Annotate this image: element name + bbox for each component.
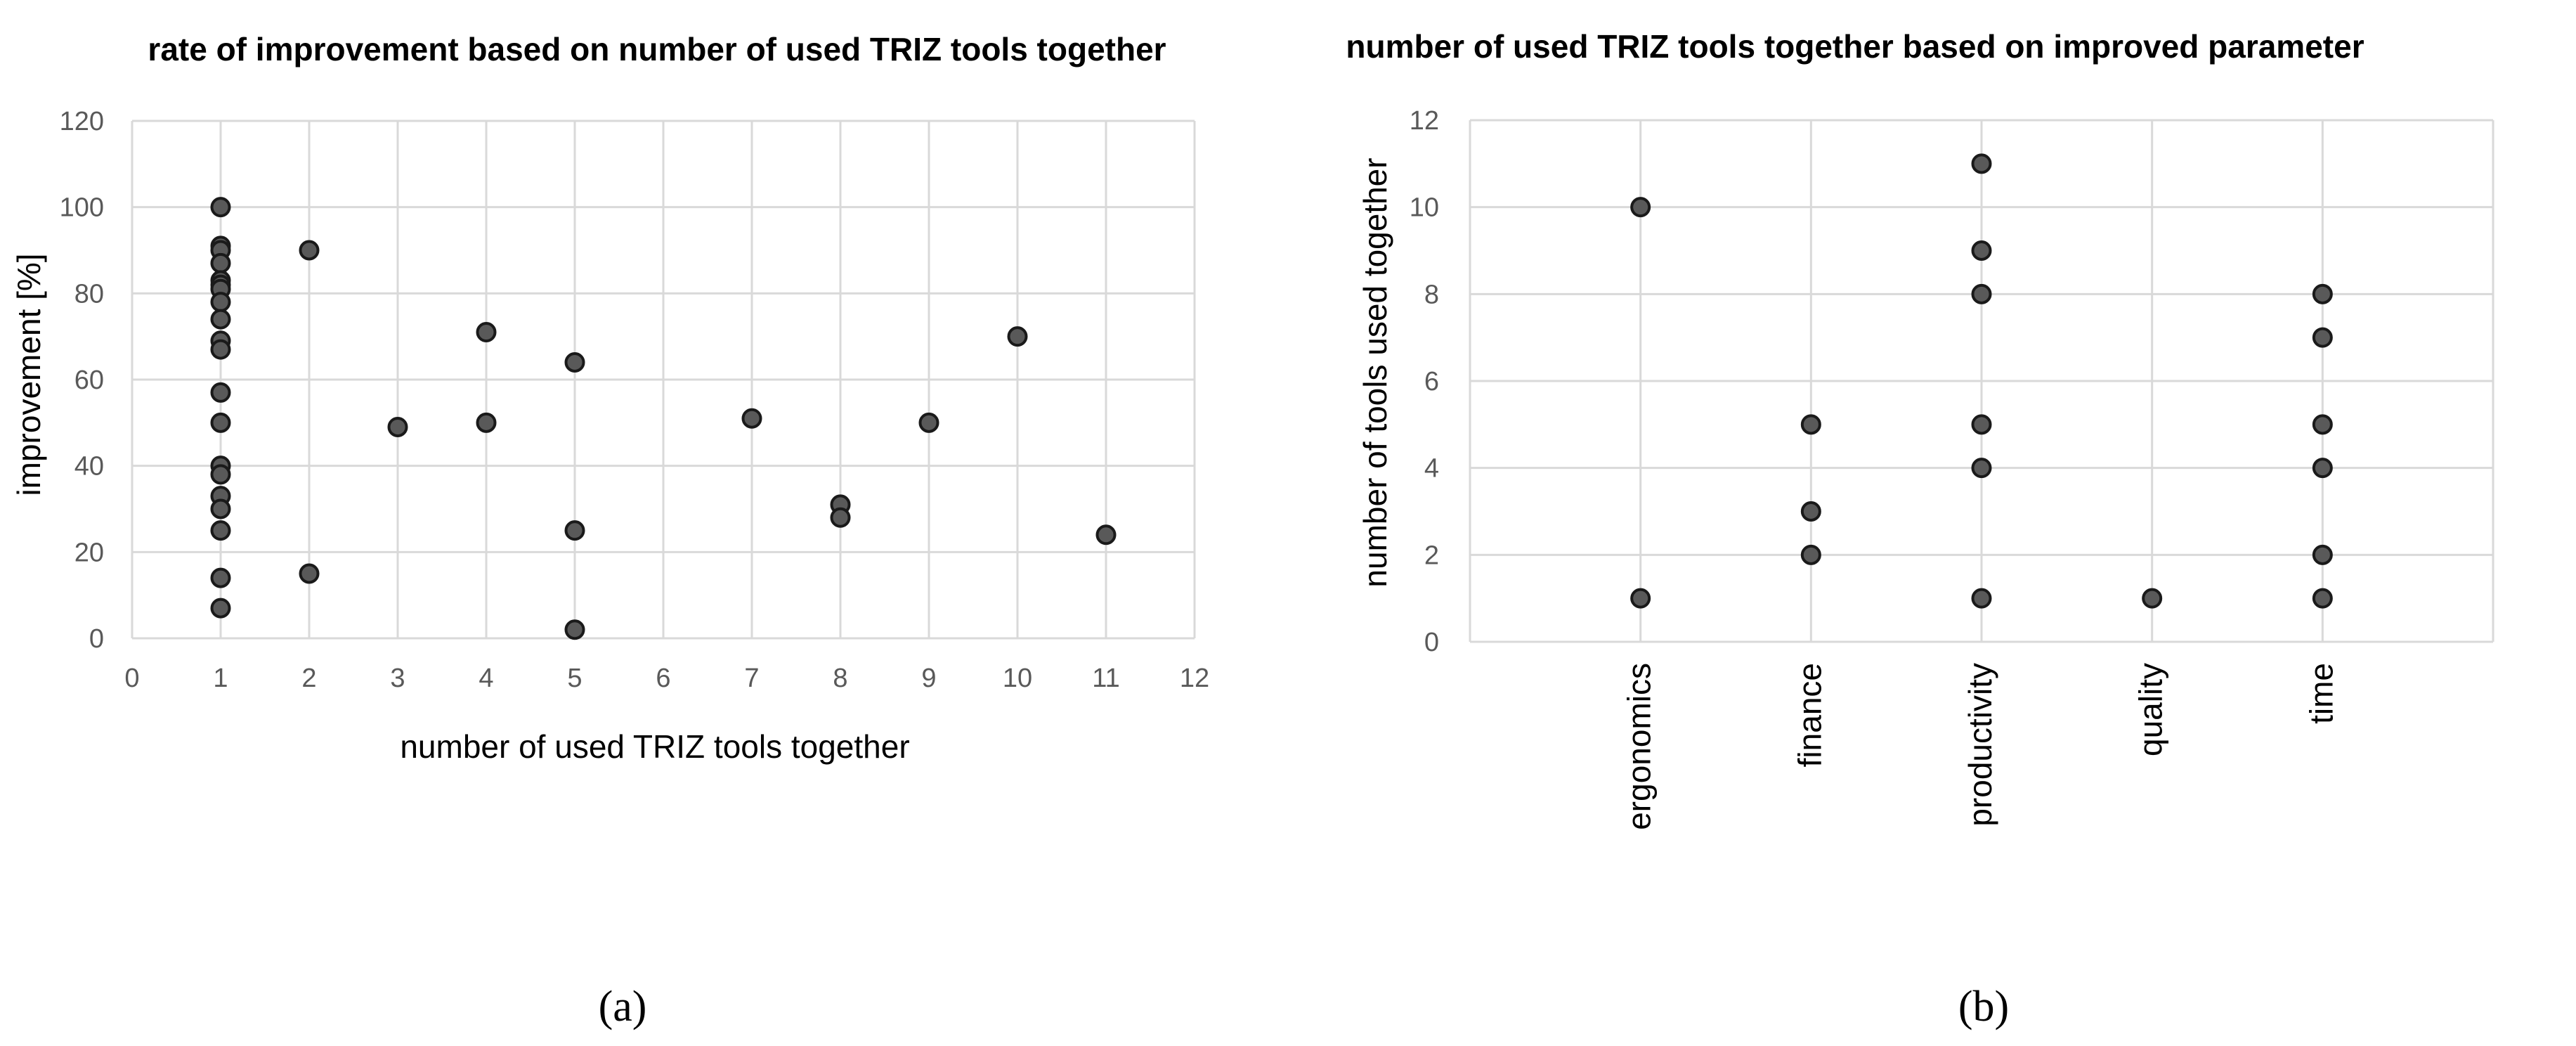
chart-a-point: [1007, 326, 1028, 347]
chart-b-point: [2312, 458, 2333, 479]
chart-b-y-tick: 0: [1424, 628, 1439, 657]
chart-a-x-axis-label: number of used TRIZ tools together: [400, 728, 909, 765]
chart-a-x-tick: 9: [921, 664, 936, 693]
chart-b-y-tick: 8: [1424, 280, 1439, 309]
chart-a-x-tick: 8: [833, 664, 847, 693]
chart-a-point: [1095, 524, 1117, 545]
panel-b-label: (b): [1958, 983, 2009, 1031]
chart-a-point: [210, 412, 231, 433]
chart-b-category-label: productivity: [1962, 663, 1998, 827]
chart-a-y-tick: 40: [74, 452, 104, 482]
chart-a-point: [476, 322, 497, 343]
chart-b-points: [1630, 153, 2333, 609]
chart-b-point: [1630, 588, 1651, 609]
chart-b-point: [1971, 458, 1992, 479]
chart-b-category-labels: ergonomics finance productivity quality time: [1621, 663, 2340, 830]
chart-a-gridlines: [131, 120, 1196, 640]
chart-b-y-tick: 4: [1424, 454, 1439, 484]
chart-a-x-tick: 6: [656, 664, 670, 693]
chart-a-x-tick-labels: 0 1 2 3 4 5 6 7 8 9 10 11 12: [124, 664, 1209, 693]
chart-b-y-tick: 2: [1424, 541, 1439, 570]
chart-b-category-label: ergonomics: [1621, 663, 1658, 830]
chart-a-x-tick: 1: [213, 664, 228, 693]
chart-b-y-tick: 10: [1410, 193, 1439, 223]
chart-b-point: [1800, 414, 1821, 435]
chart-a-x-tick: 3: [390, 664, 405, 693]
chart-a-title: rate of improvement based on number of u…: [148, 31, 1166, 67]
chart-b-y-axis-label: number of tools used together: [1357, 157, 1393, 587]
chart-a-point: [210, 197, 231, 218]
chart-a-point: [210, 464, 231, 485]
chart-a-x-tick: 2: [301, 664, 316, 693]
chart-a-y-tick-labels: 0 20 40 60 80 100 120: [60, 107, 104, 654]
chart-a-point: [210, 309, 231, 330]
chart-b: number of used TRIZ tools together based…: [1346, 28, 2494, 1031]
panel-a-label: (a): [599, 983, 647, 1031]
chart-a-point: [741, 408, 762, 429]
chart-a-point: [564, 619, 585, 640]
chart-b-point: [1800, 501, 1821, 522]
chart-a-point: [564, 520, 585, 541]
chart-a-point: [210, 252, 231, 273]
chart-a-point: [210, 292, 231, 313]
chart-b-point: [2312, 588, 2333, 609]
chart-a-point: [387, 416, 408, 437]
chart-b-category-label: time: [2303, 663, 2339, 724]
chart-a-y-tick: 20: [74, 538, 104, 567]
chart-b-y-tick: 12: [1410, 106, 1439, 136]
chart-b-point: [1971, 240, 1992, 261]
chart-a-y-tick: 100: [60, 193, 104, 223]
chart-a-point: [210, 520, 231, 541]
chart-a-point: [918, 412, 939, 433]
chart-a-y-tick: 60: [74, 366, 104, 395]
chart-a-point: [210, 382, 231, 403]
chart-a-y-tick: 0: [89, 624, 104, 654]
chart-b-y-tick-labels: 0 2 4 6 8 10 12: [1410, 106, 1439, 657]
chart-b-title: number of used TRIZ tools together based…: [1346, 28, 2364, 65]
chart-b-point: [2312, 414, 2333, 435]
chart-b-category-label: finance: [1791, 663, 1828, 767]
chart-b-point: [2312, 283, 2333, 304]
chart-b-point: [1971, 153, 1992, 174]
chart-a-point: [210, 567, 231, 588]
chart-a-x-tick: 0: [124, 664, 139, 693]
chart-b-point: [2142, 588, 2163, 609]
chart-b-point: [2312, 544, 2333, 565]
chart-a-x-tick: 4: [479, 664, 493, 693]
chart-b-point: [1971, 414, 1992, 435]
chart-a-y-tick: 120: [60, 107, 104, 136]
chart-b-point: [1971, 283, 1992, 304]
chart-b-point: [1971, 588, 1992, 609]
chart-b-y-tick: 6: [1424, 367, 1439, 396]
chart-a-point: [210, 339, 231, 360]
chart-b-point: [1630, 197, 1651, 218]
chart-b-point: [2312, 327, 2333, 348]
chart-a-y-tick: 80: [74, 279, 104, 309]
chart-b-gridlines: [1469, 119, 2494, 643]
chart-a-point: [210, 498, 231, 519]
chart-a-point: [299, 563, 320, 584]
chart-a-point: [210, 598, 231, 619]
chart-a-x-tick: 11: [1092, 664, 1119, 693]
chart-a-x-tick: 5: [567, 664, 582, 693]
chart-a-points: [210, 197, 1117, 640]
chart-b-point: [1800, 544, 1821, 565]
chart-a-point: [476, 412, 497, 433]
chart-a-y-axis-label: improvement [%]: [11, 253, 47, 496]
chart-a-x-tick: 10: [1003, 664, 1032, 693]
chart-a-point: [299, 240, 320, 261]
chart-a: rate of improvement based on number of u…: [11, 31, 1209, 1031]
chart-a-x-tick: 12: [1180, 664, 1209, 693]
chart-a-point: [564, 351, 585, 373]
chart-a-point: [830, 507, 851, 528]
chart-b-category-label: quality: [2133, 663, 2169, 756]
chart-a-x-tick: 7: [744, 664, 759, 693]
